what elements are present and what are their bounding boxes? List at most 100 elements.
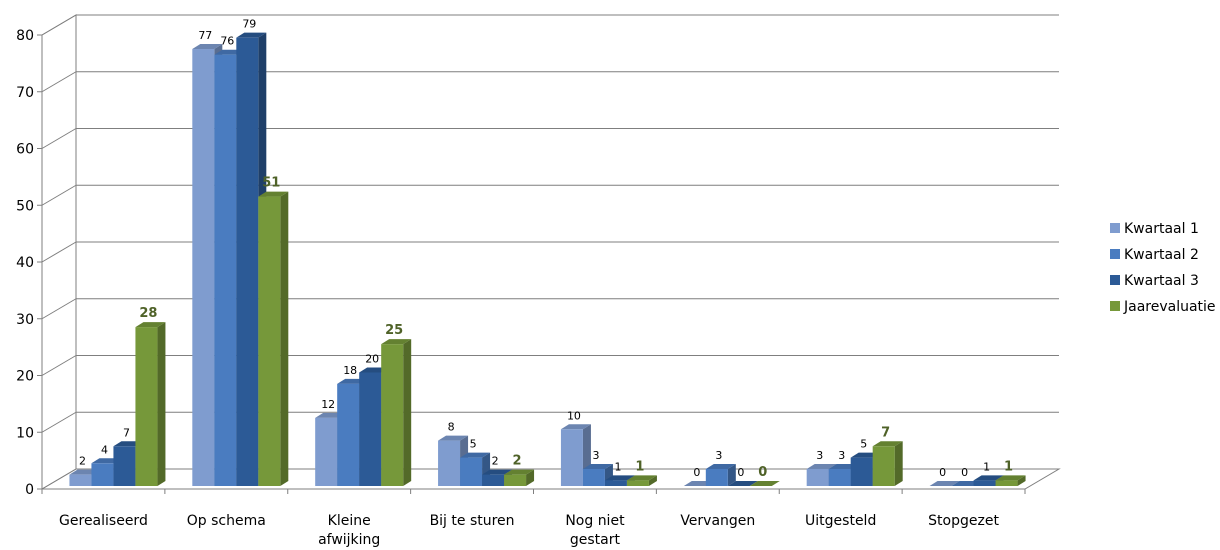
- data-label: 10: [567, 409, 581, 422]
- bar-top: [582, 463, 613, 469]
- data-label: 5: [470, 438, 477, 451]
- data-label: 5: [860, 438, 867, 451]
- bar-top: [438, 435, 469, 441]
- data-label: 0: [693, 466, 700, 479]
- data-label: 3: [838, 449, 845, 462]
- legend-label: Kwartaal 1: [1124, 221, 1199, 237]
- data-label: 2: [79, 455, 86, 468]
- bar-side: [727, 463, 736, 486]
- bar-top: [560, 424, 591, 430]
- data-label: 3: [592, 449, 599, 462]
- legend-label: Kwartaal 3: [1124, 273, 1199, 289]
- bar-top: [872, 441, 903, 447]
- gridline-diagonal: [41, 128, 77, 149]
- bar-side: [280, 191, 289, 486]
- gridline-diagonal: [41, 411, 77, 433]
- bar: [872, 446, 895, 486]
- bar-top: [482, 469, 513, 475]
- x-tick-label: afwijking: [318, 532, 380, 548]
- x-tick-label: Gerealiseerd: [59, 513, 148, 529]
- bar-top: [236, 32, 267, 38]
- y-tick-label: 0: [25, 482, 34, 498]
- data-label: 3: [715, 449, 722, 462]
- y-tick-label: 50: [16, 198, 34, 214]
- bar-top: [192, 44, 223, 50]
- legend-swatch: [1110, 301, 1120, 311]
- bar: [258, 196, 281, 486]
- x-tick-label: gestart: [570, 532, 621, 548]
- legend-swatch: [1110, 249, 1120, 259]
- bar-top: [604, 475, 635, 481]
- bar: [482, 474, 505, 486]
- x-tick-label: Vervangen: [680, 513, 755, 529]
- x-tick-label: Bij te sturen: [430, 513, 515, 529]
- bar: [315, 417, 338, 486]
- gridline-diagonal: [41, 355, 77, 376]
- data-label: 0: [758, 465, 767, 480]
- bar: [91, 463, 114, 486]
- data-label: 2: [513, 454, 522, 469]
- bar-top: [727, 481, 758, 486]
- y-tick-label: 70: [16, 85, 34, 101]
- data-label: 25: [385, 323, 403, 338]
- bar-top: [135, 322, 166, 328]
- bar-top: [749, 481, 780, 486]
- bar-side: [648, 475, 657, 486]
- data-label: 3: [816, 449, 823, 462]
- bar: [995, 480, 1018, 486]
- data-label: 77: [198, 29, 212, 42]
- y-tick-label: 40: [16, 255, 34, 271]
- bar: [705, 468, 728, 486]
- bar-top: [381, 339, 412, 345]
- bar: [337, 383, 360, 486]
- bar-top: [626, 475, 657, 481]
- bar: [135, 327, 158, 486]
- bar: [381, 344, 404, 486]
- data-label: 0: [939, 466, 946, 479]
- legend-label: Jaarevaluatie: [1123, 299, 1216, 315]
- bar-side: [526, 469, 535, 486]
- bar: [582, 468, 605, 486]
- y-tick-label: 20: [16, 369, 34, 385]
- data-label: 12: [321, 398, 335, 411]
- legend-swatch: [1110, 275, 1120, 285]
- data-label: 1: [1004, 459, 1013, 474]
- bar: [113, 446, 136, 486]
- bar-top: [806, 463, 837, 469]
- x-tick-label: Stopgezet: [928, 513, 999, 529]
- x-tick-label: Uitgesteld: [805, 513, 876, 529]
- bar-top: [258, 191, 289, 197]
- bar-side: [403, 339, 412, 486]
- y-tick-label: 30: [16, 312, 34, 328]
- data-label: 7: [123, 426, 130, 439]
- bar: [359, 372, 382, 486]
- bar: [973, 480, 996, 486]
- legend-label: Kwartaal 2: [1124, 247, 1199, 263]
- data-label: 79: [242, 18, 256, 31]
- data-label: 1: [983, 460, 990, 473]
- data-label: 0: [961, 466, 968, 479]
- bar-side: [894, 441, 903, 486]
- legend-swatch: [1110, 223, 1120, 233]
- data-label: 2: [492, 455, 499, 468]
- gridline-diagonal: [41, 298, 77, 320]
- bar-top: [973, 475, 1004, 481]
- bar: [460, 457, 483, 486]
- data-label: 0: [737, 466, 744, 479]
- data-label: 20: [365, 353, 379, 366]
- y-tick-label: 10: [16, 425, 34, 441]
- data-label: 18: [343, 364, 357, 377]
- bar: [192, 49, 215, 487]
- data-label: 7: [881, 425, 890, 440]
- floor: [40, 468, 1061, 490]
- x-tick-label: Op schema: [187, 513, 266, 529]
- data-label: 1: [614, 460, 621, 473]
- bar: [214, 54, 237, 486]
- bar-top: [929, 481, 960, 486]
- bar-top: [460, 452, 491, 458]
- bar: [850, 457, 873, 486]
- data-label: 28: [139, 306, 157, 321]
- data-label: 51: [262, 176, 280, 191]
- data-label: 4: [101, 443, 108, 456]
- gridline-diagonal: [41, 184, 77, 206]
